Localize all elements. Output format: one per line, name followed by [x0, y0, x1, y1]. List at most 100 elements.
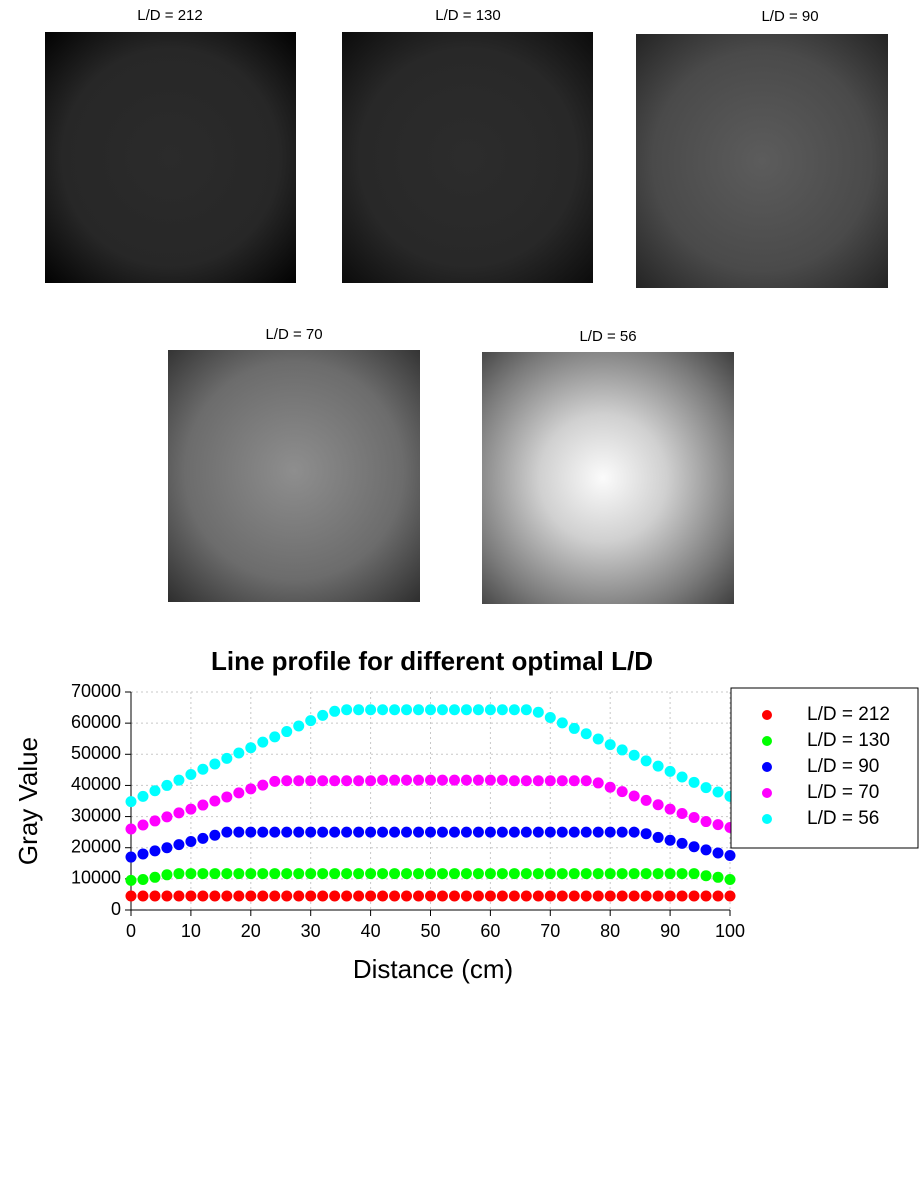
data-point: [305, 775, 316, 786]
image-label: L/D = 70: [265, 326, 322, 343]
data-point: [425, 775, 436, 786]
data-point: [149, 872, 160, 883]
y-tick-label: 60000: [71, 712, 121, 732]
data-point: [245, 890, 256, 901]
data-point: [605, 827, 616, 838]
data-point: [126, 796, 137, 807]
data-point: [257, 868, 268, 879]
image: [482, 352, 734, 604]
data-point: [641, 890, 652, 901]
page: {"image_panels": ["L/D = 212", "L/D = 13…: [0, 0, 922, 1186]
data-point: [629, 827, 640, 838]
data-point: [365, 868, 376, 879]
data-point: [329, 706, 340, 717]
data-point: [653, 761, 664, 772]
data-point: [617, 868, 628, 879]
data-point: [389, 827, 400, 838]
y-tick-label: 50000: [71, 743, 121, 763]
x-tick-label: 90: [660, 921, 680, 941]
data-point: [389, 775, 400, 786]
legend-label: L/D = 56: [807, 808, 879, 829]
x-tick-label: 40: [361, 921, 381, 941]
data-point: [605, 890, 616, 901]
data-point: [329, 827, 340, 838]
data-point: [665, 804, 676, 815]
data-point: [137, 874, 148, 885]
data-point: [533, 868, 544, 879]
data-point: [269, 776, 280, 787]
data-point: [161, 811, 172, 822]
data-point: [677, 868, 688, 879]
data-point: [545, 868, 556, 879]
data-point: [173, 868, 184, 879]
data-point: [377, 890, 388, 901]
image: [636, 34, 888, 288]
data-point: [401, 890, 412, 901]
data-point: [425, 827, 436, 838]
data-point: [341, 827, 352, 838]
data-point: [665, 890, 676, 901]
data-point: [461, 890, 472, 901]
data-point: [449, 827, 460, 838]
data-point: [605, 782, 616, 793]
data-point: [533, 707, 544, 718]
data-point: [329, 775, 340, 786]
data-point: [149, 815, 160, 826]
data-point: [653, 832, 664, 843]
data-point: [365, 775, 376, 786]
data-point: [209, 890, 220, 901]
data-point: [593, 777, 604, 788]
legend-label: L/D = 212: [807, 704, 890, 725]
data-point: [126, 875, 137, 886]
data-point: [665, 835, 676, 846]
data-point: [689, 841, 700, 852]
legend-marker: [762, 710, 772, 720]
data-point: [353, 827, 364, 838]
data-point: [641, 795, 652, 806]
data-point: [401, 704, 412, 715]
x-tick-label: 80: [600, 921, 620, 941]
data-point: [713, 819, 724, 830]
data-point: [461, 827, 472, 838]
data-point: [485, 827, 496, 838]
data-point: [497, 868, 508, 879]
data-point: [425, 868, 436, 879]
data-point: [137, 848, 148, 859]
data-point: [509, 775, 520, 786]
data-point: [449, 704, 460, 715]
data-point: [617, 744, 628, 755]
image-label: L/D = 212: [137, 7, 202, 24]
data-point: [245, 742, 256, 753]
data-point: [185, 769, 196, 780]
data-point: [173, 839, 184, 850]
data-point: [305, 715, 316, 726]
data-point: [677, 772, 688, 783]
data-point: [425, 704, 436, 715]
data-point: [593, 890, 604, 901]
data-point: [365, 827, 376, 838]
data-point: [701, 816, 712, 827]
data-point: [269, 890, 280, 901]
data-point: [677, 838, 688, 849]
data-point: [509, 827, 520, 838]
data-point: [473, 827, 484, 838]
data-point: [593, 734, 604, 745]
data-point: [137, 791, 148, 802]
data-point: [425, 890, 436, 901]
image-label: L/D = 90: [761, 8, 818, 25]
data-point: [509, 704, 520, 715]
data-point: [629, 868, 640, 879]
data-point: [185, 890, 196, 901]
data-point: [245, 868, 256, 879]
data-point: [713, 890, 724, 901]
data-point: [641, 828, 652, 839]
data-point: [341, 890, 352, 901]
data-point: [581, 775, 592, 786]
data-point: [269, 827, 280, 838]
data-point: [197, 890, 208, 901]
data-point: [389, 868, 400, 879]
data-point: [149, 890, 160, 901]
data-point: [221, 890, 232, 901]
data-point: [221, 753, 232, 764]
data-point: [413, 868, 424, 879]
